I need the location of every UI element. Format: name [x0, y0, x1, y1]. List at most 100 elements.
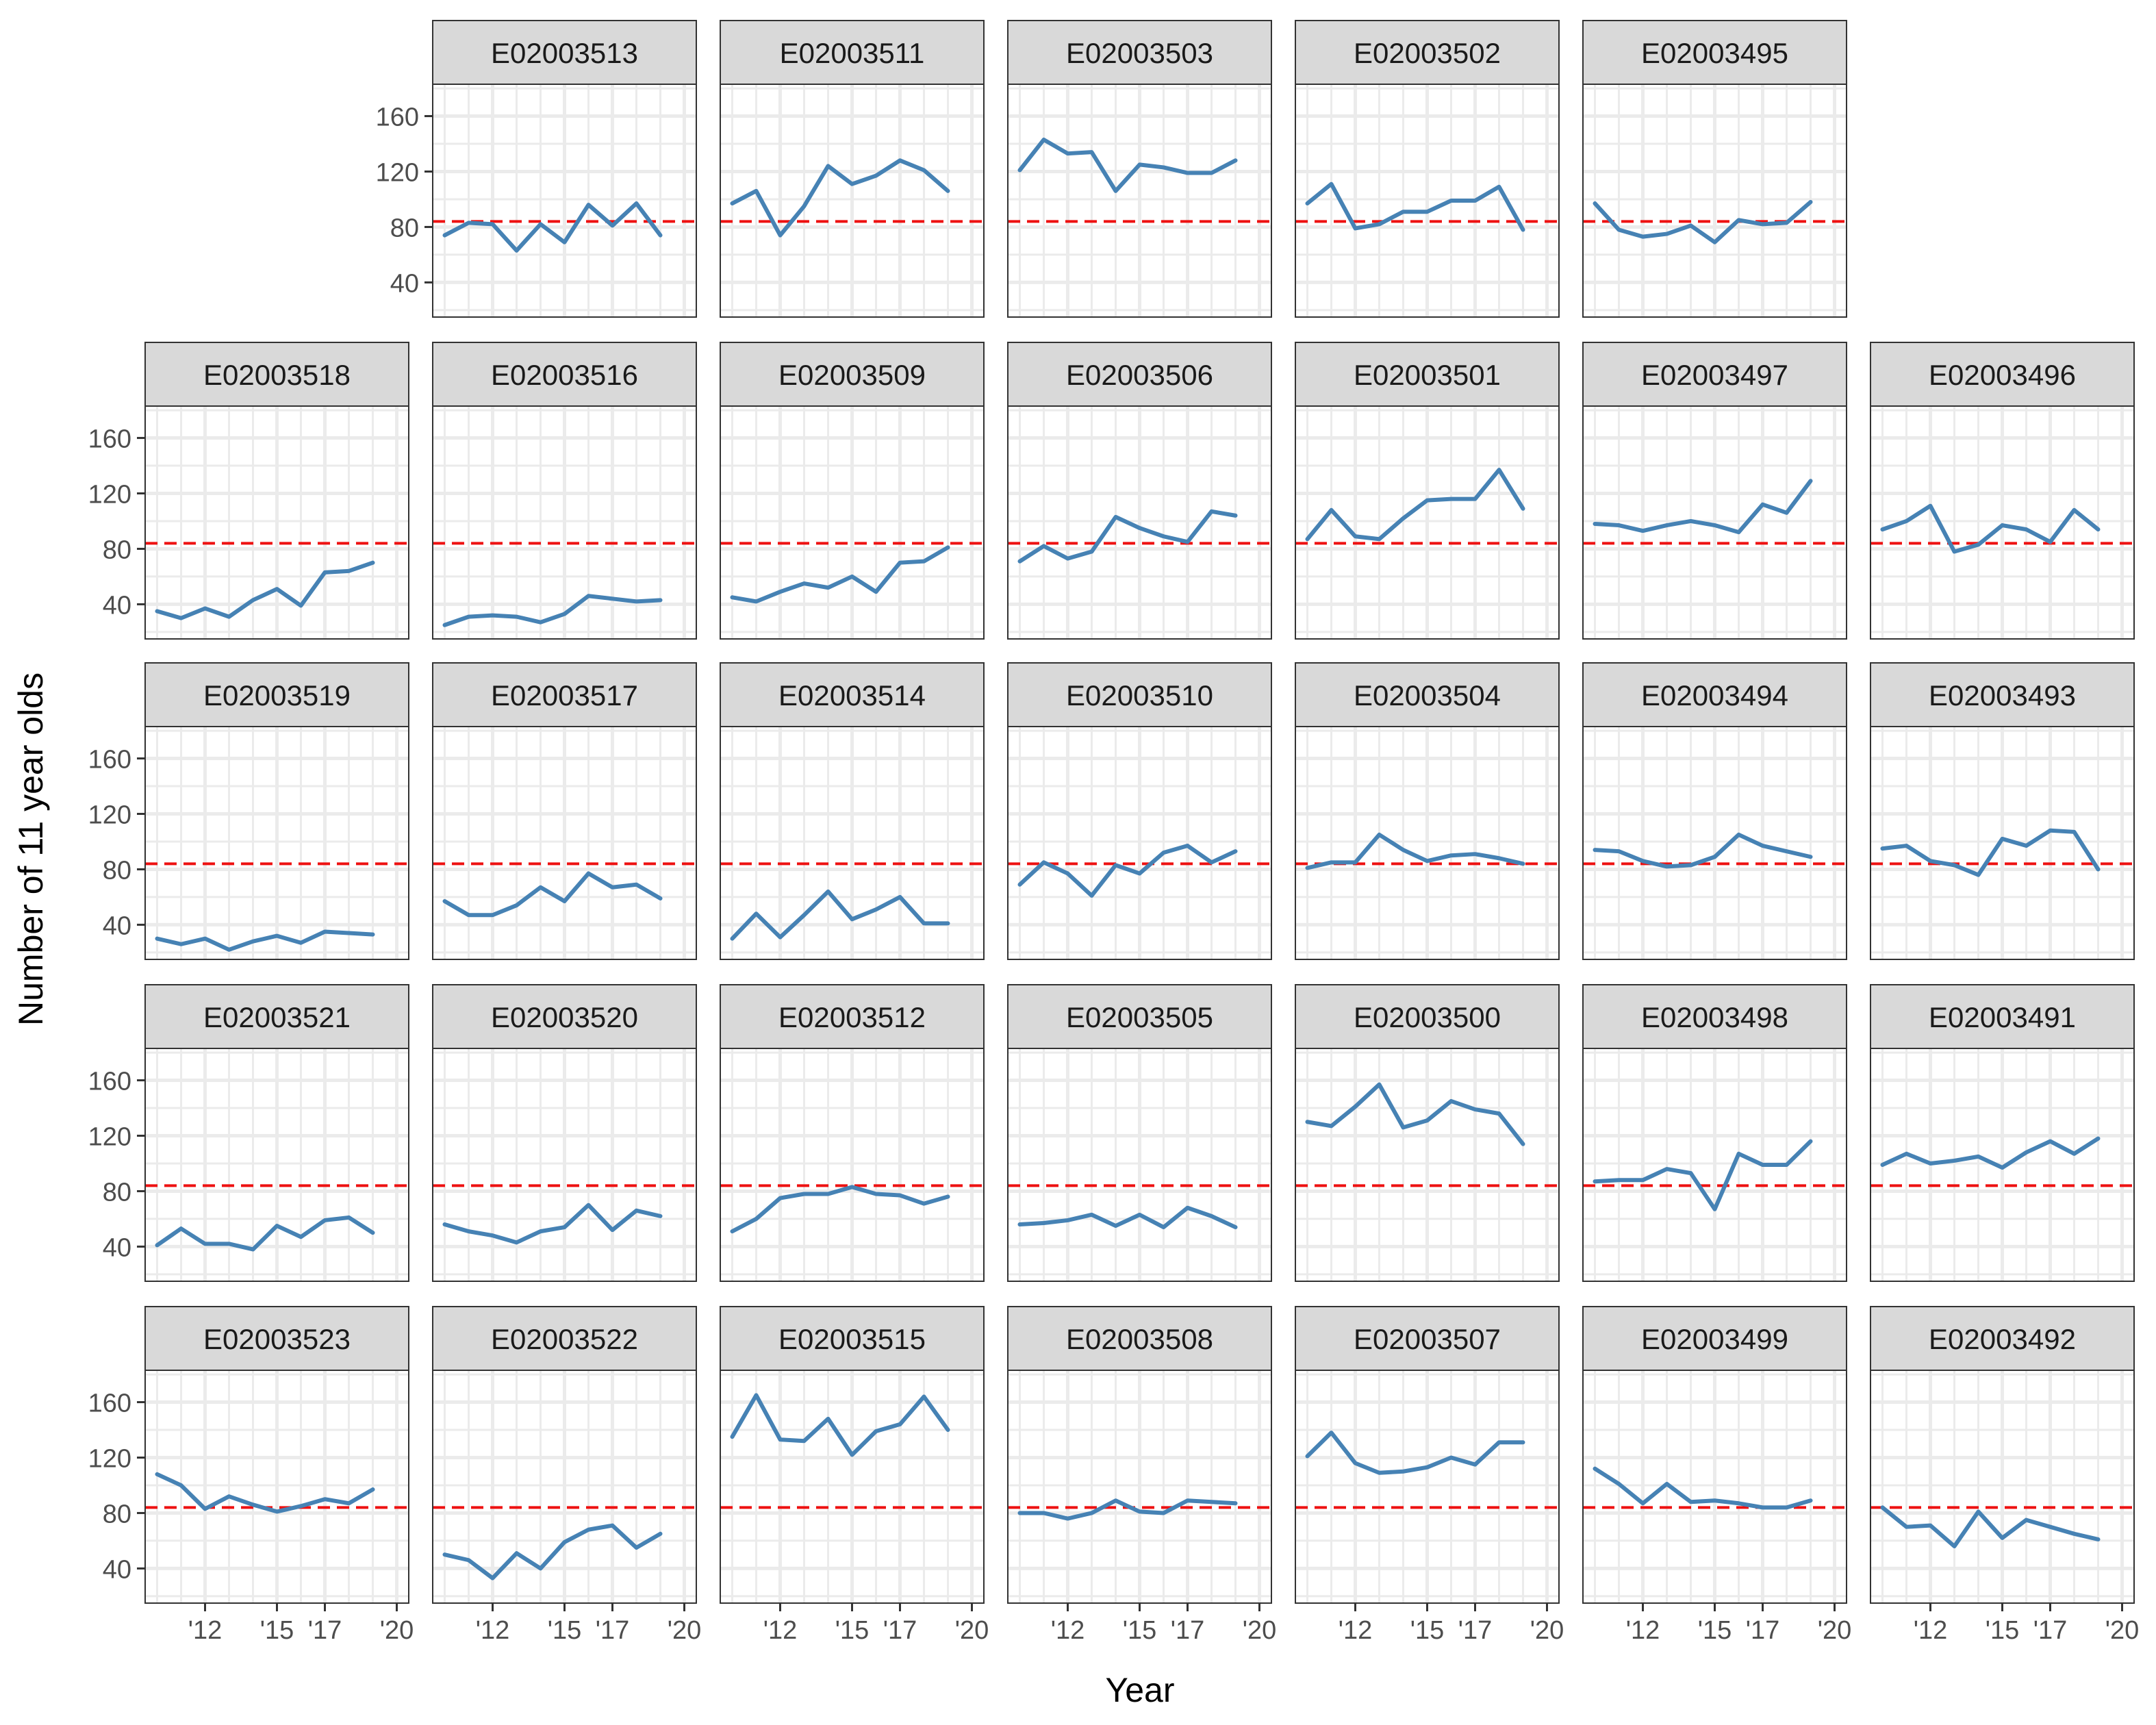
x-tick-label: '17 [308, 1616, 342, 1645]
y-tick-label: 120 [88, 1123, 131, 1152]
facet-strip [720, 20, 985, 85]
series-line [1593, 479, 1813, 535]
facet-strip [1582, 342, 1847, 407]
facet-strip-label: E02003511 [780, 37, 925, 69]
panel-border [1582, 84, 1847, 318]
panel-border [1007, 726, 1272, 960]
series-line [1593, 1139, 1813, 1211]
panel-border [1870, 405, 2135, 640]
panel-border [1582, 405, 1847, 640]
x-tick-label: '20 [1818, 1616, 1852, 1645]
x-tick-label: '20 [1530, 1616, 1564, 1645]
series-line [442, 1523, 663, 1581]
panel-border [1007, 405, 1272, 640]
series-line [730, 1393, 950, 1457]
panel-border [432, 1048, 697, 1282]
series-line [1880, 1505, 2101, 1549]
panel-border [1007, 1048, 1272, 1282]
series-line [1017, 137, 1238, 193]
facet-strip-label: E02003507 [1354, 1323, 1501, 1355]
facet-strip [1582, 20, 1847, 85]
x-tick-label: '17 [596, 1616, 630, 1645]
panel-border [1295, 1048, 1560, 1282]
facet-strip-label: E02003502 [1354, 37, 1501, 69]
facet-strip-label: E02003522 [491, 1323, 638, 1355]
facet-strip-label: E02003492 [1929, 1323, 2076, 1355]
panel-border [144, 726, 409, 960]
facet-strip [720, 662, 985, 727]
facet-strip-label: E02003508 [1066, 1323, 1213, 1355]
x-axis-title: Year [1105, 1671, 1174, 1709]
facet-strip-label: E02003499 [1641, 1323, 1788, 1355]
facet-strip-label: E02003498 [1641, 1001, 1788, 1033]
series-line [730, 545, 950, 604]
series-line [442, 594, 663, 627]
facet-panel: E02003514 [720, 662, 985, 960]
facet-panel: E02003500 [1295, 984, 1560, 1282]
facet-panel: E02003521 40 80 120 160 [88, 984, 409, 1282]
series-line [1305, 468, 1525, 542]
x-tick-label: '12 [763, 1616, 798, 1645]
panel-border [720, 1048, 985, 1282]
facet-panel: E02003522 '12 '15 '17 '20 [432, 1306, 701, 1645]
facet-panel: E02003512 [720, 984, 985, 1282]
facet-strip-label: E02003501 [1354, 359, 1501, 391]
series-line [1593, 200, 1813, 244]
panel-border [1295, 405, 1560, 640]
facet-strip-label: E02003513 [491, 37, 638, 69]
facet-panel: E02003510 [1007, 662, 1272, 960]
facet-strip [1295, 20, 1560, 85]
x-tick-label: '17 [1458, 1616, 1493, 1645]
x-tick-label: '15 [1986, 1616, 2020, 1645]
y-tick-label: 40 [103, 591, 131, 620]
y-tick-label: 120 [376, 159, 419, 188]
facet-strip-label: E02003521 [203, 1001, 351, 1033]
series-line [442, 1203, 663, 1245]
facet-panel: E02003502 [1295, 20, 1560, 318]
facet-strip-label: E02003520 [491, 1001, 638, 1033]
facet-strip [1295, 984, 1560, 1049]
facet-panel: E02003498 [1582, 984, 1847, 1282]
panel-border [1870, 1048, 2135, 1282]
series-line [1880, 1136, 2101, 1170]
facet-strip-label: E02003516 [491, 359, 638, 391]
facet-strip [1295, 662, 1560, 727]
x-tick-label: '15 [548, 1616, 582, 1645]
facet-strip [1007, 662, 1272, 727]
y-tick-label: 160 [376, 103, 419, 132]
facet-strip-label: E02003512 [778, 1001, 926, 1033]
facet-strip-label: E02003515 [778, 1323, 926, 1355]
y-tick-label: 160 [88, 1068, 131, 1096]
facet-panel: E02003516 [432, 342, 697, 640]
facet-panel: E02003497 [1582, 342, 1847, 640]
facet-strip-label: E02003494 [1641, 679, 1788, 712]
facet-panel: E02003506 [1007, 342, 1272, 640]
series-line [1017, 1498, 1238, 1521]
y-tick-label: 40 [103, 1555, 131, 1584]
series-line [1593, 1466, 1813, 1510]
series-line [1305, 181, 1525, 232]
series-line [442, 871, 663, 918]
facet-panel: E02003504 [1295, 662, 1560, 960]
facet-panel: E02003495 [1582, 20, 1847, 318]
facet-strip [1295, 1306, 1560, 1371]
facet-strip [1870, 662, 2135, 727]
facet-panel: E02003517 [432, 662, 697, 960]
panel-border [1295, 726, 1560, 960]
facet-strip-label: E02003510 [1066, 679, 1213, 712]
facet-strip-label: E02003523 [203, 1323, 351, 1355]
series-line [155, 1215, 375, 1252]
facet-panel: E02003508 '12 '15 '17 '20 [1007, 1306, 1276, 1645]
facet-panel: E02003507 '12 '15 '17 '20 [1295, 1306, 1564, 1645]
facet-strip-label: E02003500 [1354, 1001, 1501, 1033]
facet-panel: E02003520 [432, 984, 697, 1282]
facet-panel: E02003493 [1870, 662, 2135, 960]
facet-strip [1007, 984, 1272, 1049]
facet-strip [432, 984, 697, 1049]
series-line [155, 560, 375, 620]
y-tick-label: 80 [103, 1178, 131, 1207]
facet-strip-label: E02003496 [1929, 359, 2076, 391]
y-tick-label: 80 [103, 1500, 131, 1528]
panel-border [720, 726, 985, 960]
